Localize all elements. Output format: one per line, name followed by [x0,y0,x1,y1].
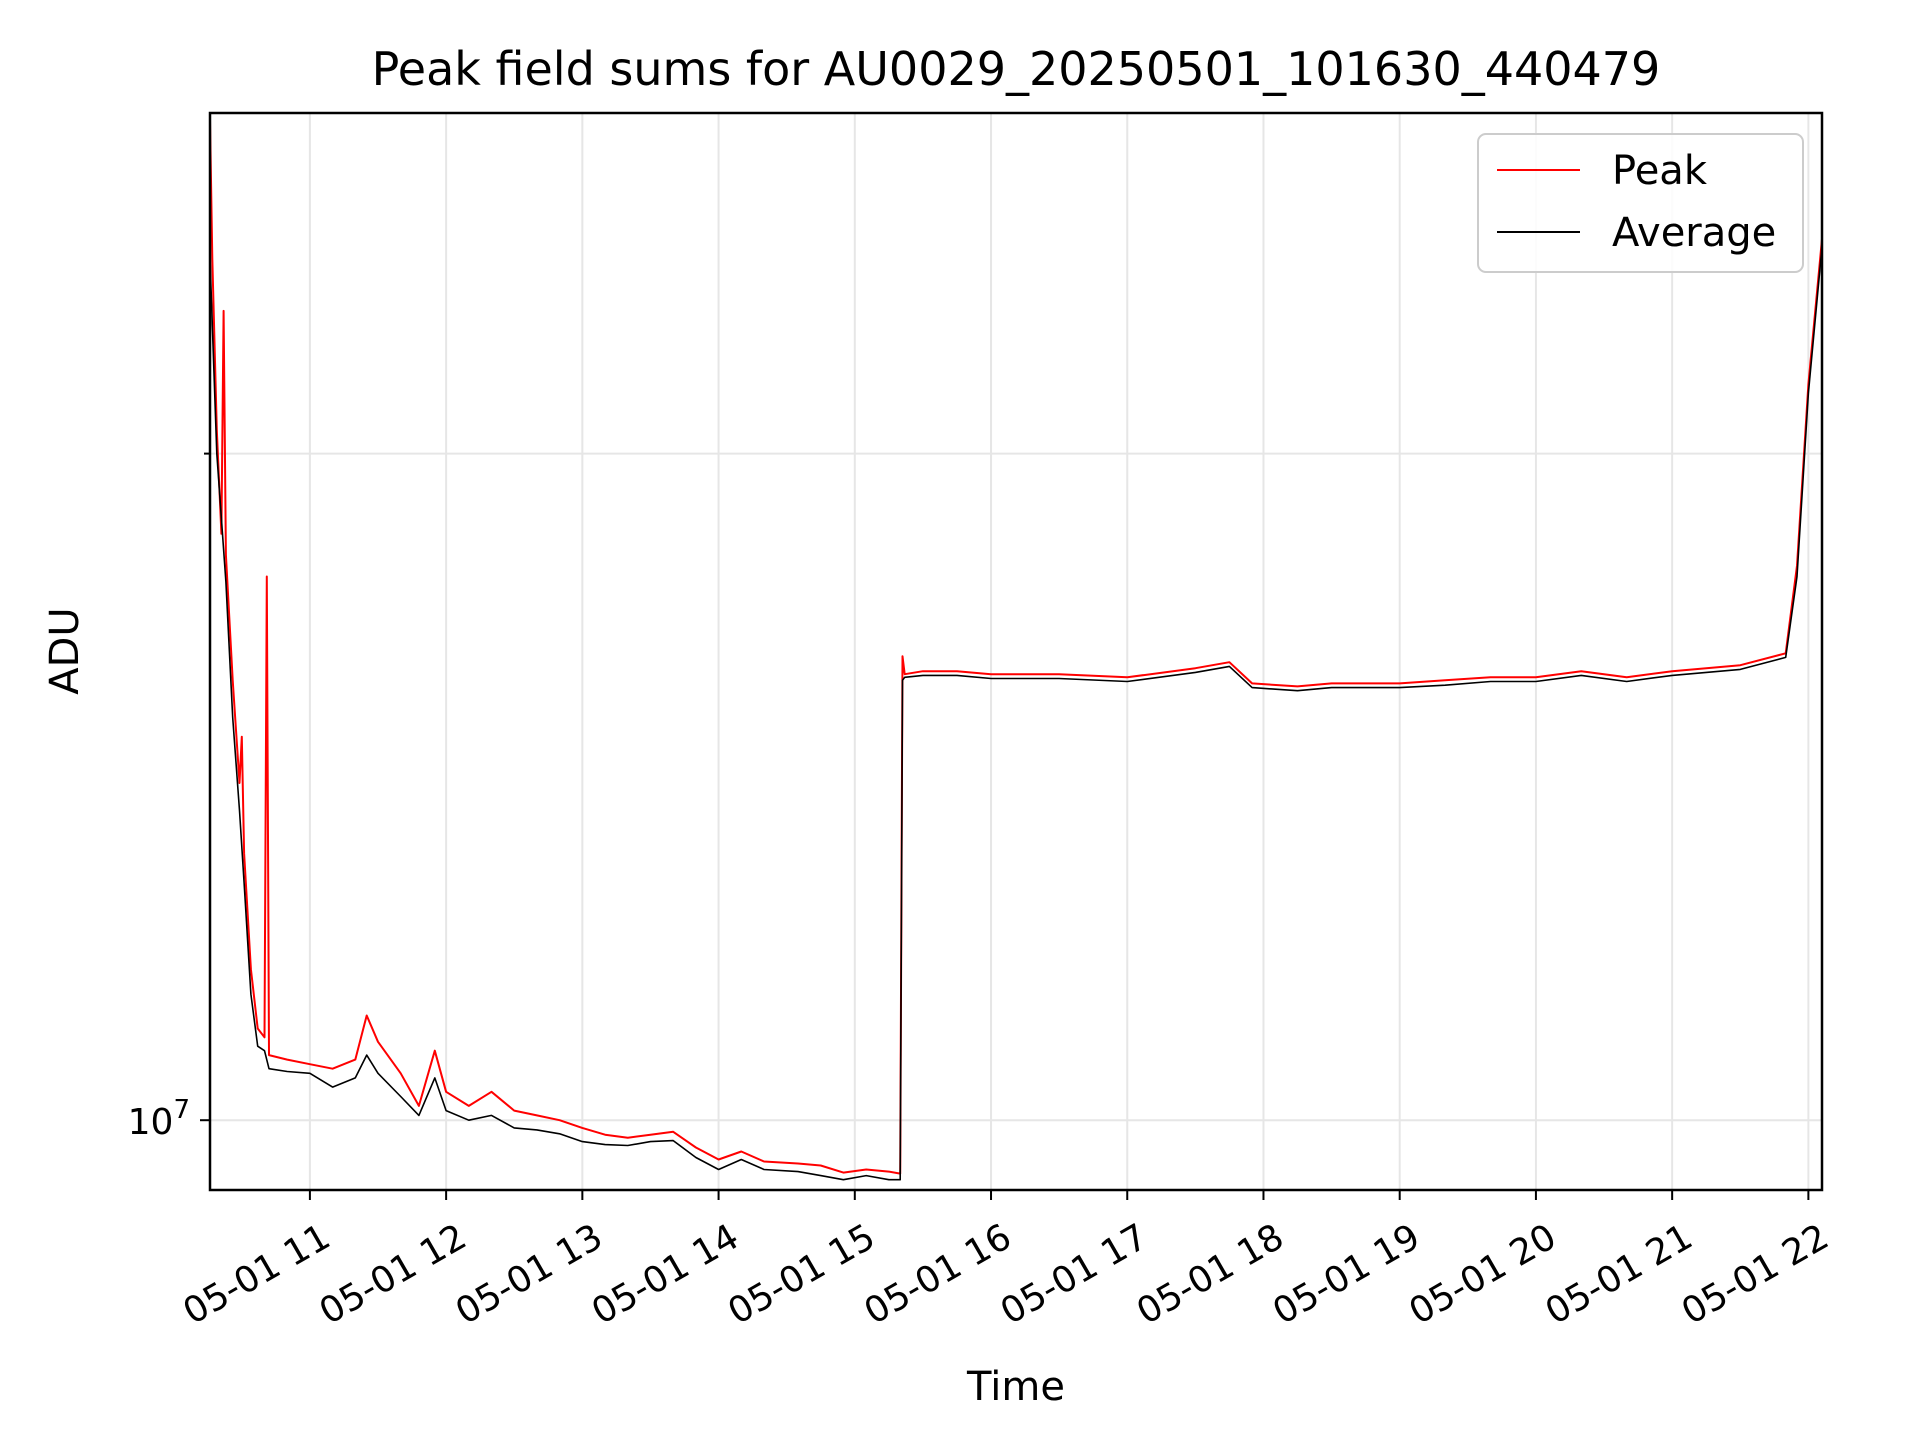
grid [210,113,1822,1190]
legend: Peak Average [1477,133,1804,273]
x-axis-label: Time [966,1364,1065,1410]
plot-series [210,119,1822,1181]
series-line-peak [210,119,1822,1175]
legend-label-average: Average [1612,210,1776,256]
series-line-average [210,246,1822,1181]
plot-frame [208,111,1824,1192]
y-axis-label: ADU [42,607,88,694]
chart-title: Peak field sums for AU0029_20250501_1016… [372,42,1661,96]
legend-box [1477,133,1804,273]
y-tick-exponent: 7 [173,1095,190,1125]
legend-label-peak: Peak [1612,148,1708,194]
